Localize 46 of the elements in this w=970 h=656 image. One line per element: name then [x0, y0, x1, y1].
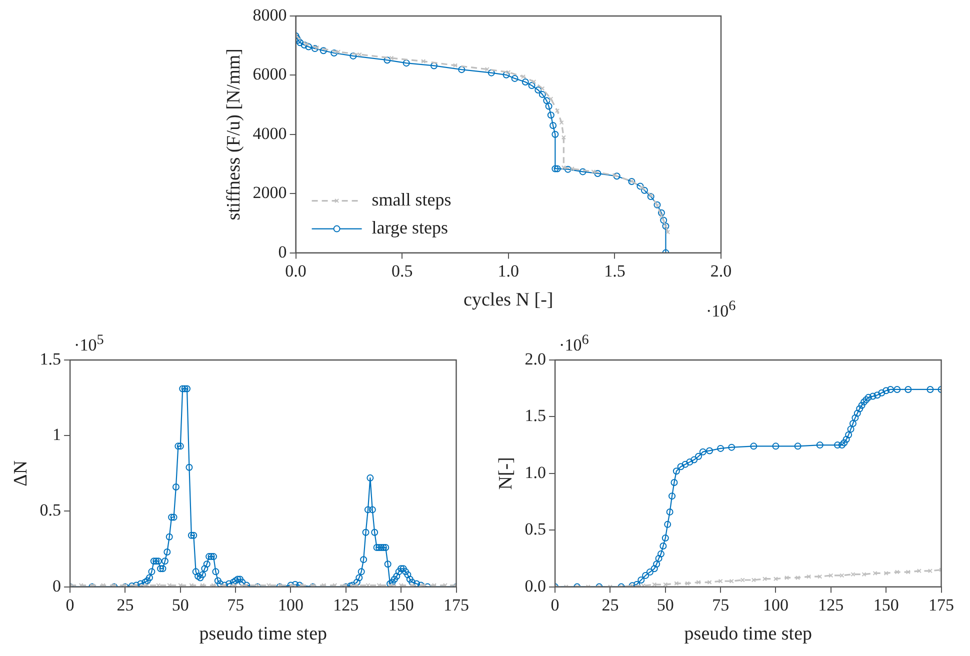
- x-tick-label: 50: [656, 595, 674, 614]
- x-tick-label: 25: [602, 595, 619, 614]
- y-tick-label: 1.5: [40, 349, 62, 368]
- x-tick-label: 0: [66, 595, 74, 614]
- x-tick-label: 75: [712, 595, 730, 614]
- x-tick-label: 100: [762, 595, 788, 614]
- y-tick-label: 0: [52, 576, 62, 596]
- x-axis-title: cycles N [-]: [464, 290, 554, 311]
- y-tick-label: 0.0: [524, 576, 546, 596]
- x-tick-label: 50: [172, 595, 189, 614]
- x-tick-label: 0: [550, 595, 560, 614]
- y-axis-title: stiffness (F/u) [N/mm]: [223, 48, 244, 220]
- x-tick-label: 125: [818, 595, 844, 614]
- x-axis-title: pseudo time step: [684, 624, 812, 645]
- text: ·10$^{5}$: [74, 332, 104, 356]
- x-tick-label: 0.5: [391, 261, 413, 280]
- y-tick-label: 1: [52, 425, 62, 444]
- y-tick-label: 0: [278, 242, 287, 262]
- y-tick-label: 8000: [252, 5, 287, 24]
- y-tick-label: 2000: [252, 183, 287, 202]
- y-tick-label: 6000: [252, 64, 287, 84]
- y-tick-label: 0.5: [40, 500, 62, 520]
- y-tick-label: 1.5: [524, 406, 546, 426]
- text: ·10$^{6}$: [559, 332, 589, 356]
- x-tick-label: 0.0: [285, 261, 306, 280]
- y-tick-label: 2.0: [524, 349, 546, 368]
- y-axis-title: N[-]: [495, 457, 516, 490]
- x-tick-label: 2.0: [710, 261, 732, 280]
- x-tick-label: 75: [227, 595, 244, 614]
- x-tick-label: 25: [116, 595, 134, 614]
- y-tick-label: 0.5: [524, 520, 546, 539]
- x-tick-label: 175: [928, 595, 954, 614]
- x-tick-label: 1.0: [498, 261, 520, 280]
- x-tick-label: 125: [333, 595, 359, 614]
- y-tick-label: 1.0: [524, 462, 546, 482]
- x-tick-label: 175: [444, 595, 469, 614]
- x-axis-title: pseudo time step: [199, 624, 327, 645]
- x-tick-label: 150: [388, 595, 414, 614]
- x-tick-label: 1.5: [604, 261, 626, 280]
- text: ·10$^{6}$: [706, 298, 736, 322]
- legend-label: small steps: [372, 190, 452, 210]
- y-axis-title: ΔN: [10, 460, 32, 486]
- legend-label: large steps: [372, 218, 448, 238]
- x-tick-label: 150: [873, 595, 899, 614]
- y-tick-label: 4000: [252, 124, 287, 143]
- x-tick-label: 100: [278, 595, 304, 614]
